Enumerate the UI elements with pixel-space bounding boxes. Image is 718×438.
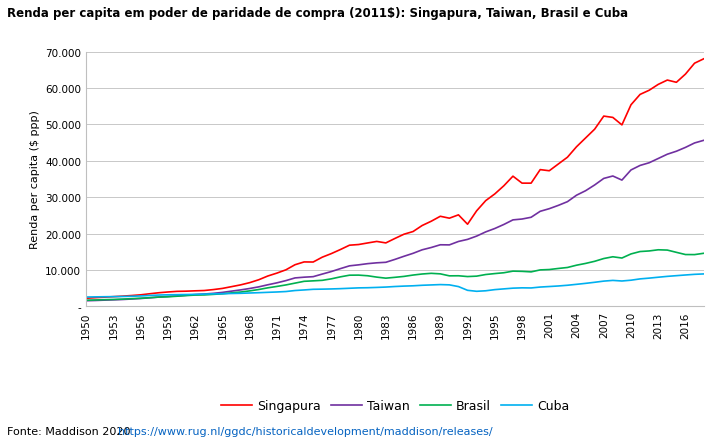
Taiwan: [281, 278, 290, 283]
Text: https://www.rug.nl/ggdc/historicaldevelopment/maddison/releases/: https://www.rug.nl/ggdc/historicaldevelo…: [118, 426, 493, 436]
Text: Renda per capita em poder de paridade de compra (2011$): Singapura, Taiwan, Bras: Renda per capita em poder de paridade de…: [7, 7, 628, 20]
Brasil: [291, 281, 299, 286]
Line: Cuba: Cuba: [86, 274, 704, 297]
Singapura: [436, 214, 444, 219]
Line: Singapura: Singapura: [86, 60, 704, 299]
Line: Taiwan: Taiwan: [86, 141, 704, 301]
Singapura: [699, 57, 708, 62]
Singapura: [82, 296, 90, 301]
Brasil: [127, 297, 136, 302]
Cuba: [699, 272, 708, 277]
Text: Fonte: Maddison 2020: Fonte: Maddison 2020: [7, 426, 134, 436]
Singapura: [164, 290, 172, 295]
Cuba: [127, 294, 136, 299]
Brasil: [690, 252, 699, 258]
Line: Brasil: Brasil: [86, 250, 704, 300]
Cuba: [281, 289, 290, 294]
Taiwan: [164, 294, 172, 300]
Legend: Singapura, Taiwan, Brasil, Cuba: Singapura, Taiwan, Brasil, Cuba: [215, 394, 574, 417]
Taiwan: [291, 276, 299, 281]
Y-axis label: Renda per capita ($ ppp): Renda per capita ($ ppp): [29, 110, 39, 249]
Cuba: [436, 283, 444, 288]
Brasil: [436, 272, 444, 277]
Taiwan: [200, 292, 208, 297]
Cuba: [82, 295, 90, 300]
Cuba: [200, 292, 208, 297]
Brasil: [200, 293, 208, 298]
Singapura: [200, 288, 208, 293]
Taiwan: [82, 298, 90, 304]
Brasil: [699, 251, 708, 256]
Cuba: [164, 293, 172, 298]
Taiwan: [699, 138, 708, 144]
Singapura: [291, 262, 299, 268]
Brasil: [82, 298, 90, 303]
Taiwan: [127, 297, 136, 302]
Cuba: [291, 288, 299, 293]
Brasil: [281, 283, 290, 288]
Singapura: [127, 293, 136, 298]
Brasil: [654, 247, 663, 253]
Singapura: [281, 268, 290, 273]
Taiwan: [436, 243, 444, 248]
